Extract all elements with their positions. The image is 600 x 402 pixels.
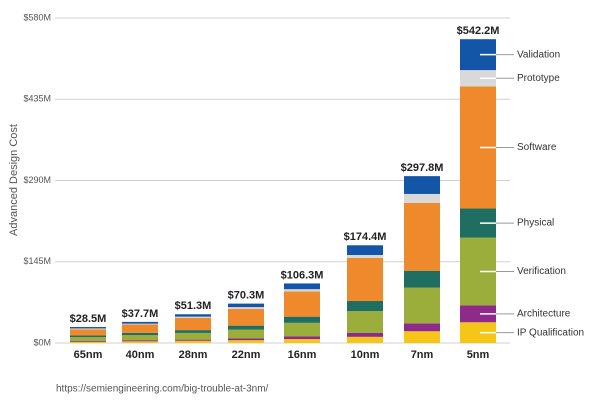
bar-segment xyxy=(284,339,320,343)
bar-segment xyxy=(122,335,158,341)
total-label: $28.5M xyxy=(70,313,107,325)
bar-segment xyxy=(404,176,440,194)
bar-segment xyxy=(347,311,383,333)
total-label: $542.2M xyxy=(457,25,500,37)
bar-segment xyxy=(175,317,211,331)
legend-label: Prototype xyxy=(517,73,560,84)
bar-segment xyxy=(228,307,264,309)
source: https://semiengineering.com/big-trouble-… xyxy=(56,384,269,395)
bar-segment xyxy=(122,321,158,324)
x-tick-label: 10nm xyxy=(351,349,380,361)
bar-segment xyxy=(175,316,211,318)
legend-label: Architecture xyxy=(517,309,571,320)
x-tick-label: 22nm xyxy=(232,349,261,361)
x-tick-label: 5nm xyxy=(467,349,490,361)
bar-segment xyxy=(228,325,264,330)
bar-segment xyxy=(70,328,106,330)
bar-segment xyxy=(284,283,320,290)
bar-segment xyxy=(347,257,383,301)
bar-segment xyxy=(122,341,158,343)
bar-segment xyxy=(70,335,106,338)
bar-segment xyxy=(175,330,211,333)
bar-segment xyxy=(284,336,320,340)
bar-segment xyxy=(404,331,440,343)
bar-segment xyxy=(175,332,211,340)
bar-segment xyxy=(228,329,264,339)
total-label: $37.7M xyxy=(122,308,159,320)
total-label: $51.3M xyxy=(175,300,212,312)
bar-segment xyxy=(347,336,383,343)
total-label: $70.3M xyxy=(228,290,265,302)
bar-segment xyxy=(70,341,106,342)
bar-segment xyxy=(175,340,211,343)
x-tick-label: 65nm xyxy=(74,349,103,361)
legend-label: Verification xyxy=(517,266,566,277)
bar-segment xyxy=(404,287,440,324)
x-tick-label: 7nm xyxy=(411,349,434,361)
bar-segment xyxy=(404,270,440,288)
bar-segment xyxy=(460,70,496,87)
bar-segment xyxy=(347,245,383,256)
y-tick-label: $145M xyxy=(23,256,51,266)
y-tick-label: $580M xyxy=(23,12,51,22)
y-axis-label: Advanced Design Cost xyxy=(8,124,20,236)
x-tick-label: 28nm xyxy=(179,349,208,361)
bar-segment xyxy=(284,291,320,317)
bar-segment xyxy=(122,323,158,325)
bar-segment xyxy=(70,341,106,343)
bar-segment xyxy=(404,323,440,332)
bar-segment xyxy=(228,303,264,308)
total-label: $106.3M xyxy=(281,269,324,281)
y-tick-label: $435M xyxy=(23,94,51,104)
y-tick-label: $290M xyxy=(23,175,51,185)
bar-segment xyxy=(347,255,383,258)
bar-segment xyxy=(175,314,211,317)
bar-segment xyxy=(122,324,158,333)
legend-label: IP Qualification xyxy=(517,327,584,338)
bar-segment xyxy=(347,300,383,312)
x-tick-label: 16nm xyxy=(288,349,317,361)
bar-segment xyxy=(460,305,496,323)
bar-segment xyxy=(70,327,106,329)
total-label: $297.8M xyxy=(401,162,444,174)
bar-segment xyxy=(70,337,106,342)
x-tick-label: 40nm xyxy=(126,349,155,361)
bar-segment xyxy=(347,332,383,337)
bar-segment xyxy=(404,193,440,203)
y-tick-label: $0M xyxy=(33,337,51,347)
bar-segment xyxy=(404,202,440,271)
legend-label: Software xyxy=(517,142,557,153)
legend-label: Physical xyxy=(517,218,554,229)
bar-segment xyxy=(284,289,320,292)
total-label: $174.4M xyxy=(344,231,387,243)
bar-segment xyxy=(228,308,264,326)
bar-segment xyxy=(122,340,158,342)
bar-segment xyxy=(70,329,106,336)
bar-segment xyxy=(284,322,320,337)
legend-label: Validation xyxy=(517,49,560,60)
bar-segment xyxy=(460,322,496,343)
bar-segment xyxy=(228,338,264,341)
bar-segment xyxy=(122,332,158,336)
bar-segment xyxy=(175,339,211,341)
bar-segment xyxy=(284,316,320,323)
bar-segment xyxy=(228,340,264,343)
